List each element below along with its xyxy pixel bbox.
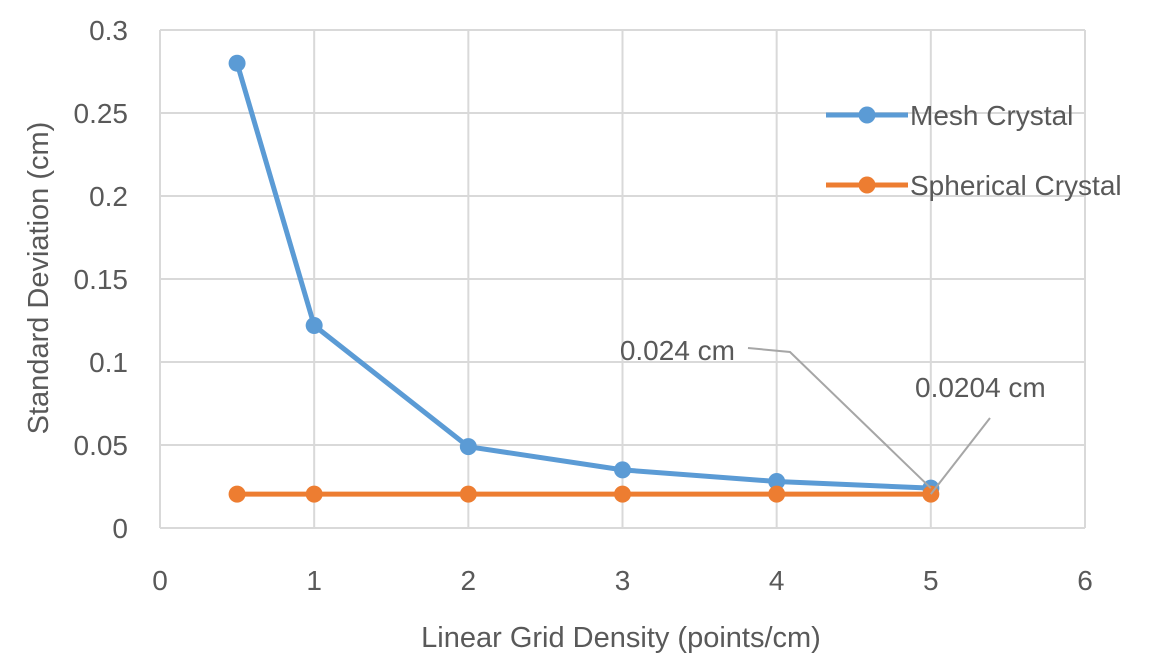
data-point — [614, 461, 631, 479]
y-axis-ticks: 0 0.05 0.1 0.15 0.2 0.25 0.3 — [74, 15, 129, 544]
y-tick-label: 0.3 — [89, 15, 128, 46]
y-tick-label: 0.25 — [74, 98, 129, 129]
x-tick-label: 0 — [152, 565, 168, 596]
legend-label: Spherical Crystal — [910, 170, 1122, 201]
series-layer — [228, 54, 940, 503]
data-point — [768, 485, 786, 503]
x-tick-label: 5 — [923, 565, 939, 596]
legend-label: Mesh Crystal — [910, 100, 1073, 131]
data-point — [305, 316, 323, 334]
annotation-leader-line — [747, 347, 932, 489]
data-point — [305, 485, 323, 503]
legend-swatch-marker — [858, 106, 876, 124]
data-point — [228, 485, 246, 503]
data-point — [459, 438, 477, 456]
annotation-label: 0.0204 cm — [915, 372, 1046, 403]
data-point — [228, 54, 246, 72]
annotation-label: 0.024 cm — [620, 335, 735, 366]
x-tick-label: 3 — [615, 565, 631, 596]
y-tick-label: 0 — [112, 513, 128, 544]
annotations: 0.024 cm 0.0204 cm — [620, 335, 1046, 495]
series-line-0 — [234, 62, 931, 491]
x-axis-label: Linear Grid Density (points/cm) — [421, 622, 821, 654]
annotation-leader-line — [930, 417, 991, 495]
data-point — [614, 485, 631, 503]
x-tick-label: 2 — [461, 565, 477, 596]
data-point — [459, 485, 477, 503]
x-tick-label: 6 — [1077, 565, 1093, 596]
data-point — [768, 473, 786, 491]
y-tick-label: 0.15 — [74, 264, 129, 295]
legend: Mesh Crystal Spherical Crystal — [826, 100, 1122, 201]
y-tick-label: 0.1 — [89, 347, 128, 378]
y-tick-label: 0.05 — [74, 430, 129, 461]
x-tick-label: 4 — [769, 565, 785, 596]
gridlines — [159, 29, 1086, 529]
legend-swatch-marker — [858, 176, 876, 194]
y-tick-label: 0.2 — [89, 181, 128, 212]
x-axis-ticks: 0 1 2 3 4 5 6 — [152, 565, 1093, 596]
x-tick-label: 1 — [306, 565, 322, 596]
y-axis-label: Standard Deviation (cm) — [23, 122, 55, 435]
